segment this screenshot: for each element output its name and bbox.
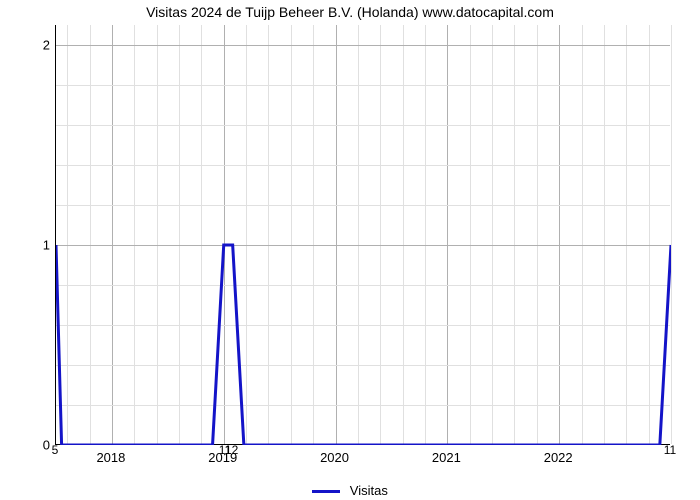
y-tick-label: 2 <box>10 38 50 53</box>
y-tick-label: 1 <box>10 238 50 253</box>
legend-label: Visitas <box>350 483 388 498</box>
data-point-label: 11 <box>664 443 676 457</box>
series-line <box>56 25 671 445</box>
x-tick-label: 2018 <box>96 450 125 465</box>
data-point-label: 12 <box>225 443 238 457</box>
data-point-label: 5 <box>52 443 59 457</box>
visits-chart: Visitas 2024 de Tuijp Beheer B.V. (Holan… <box>0 0 700 500</box>
legend: Visitas <box>0 483 700 498</box>
plot-area <box>55 25 670 445</box>
grid-v-minor <box>671 25 672 444</box>
y-tick-label: 0 <box>10 438 50 453</box>
x-tick-label: 2021 <box>432 450 461 465</box>
x-tick-label: 2022 <box>544 450 573 465</box>
x-tick-label: 2020 <box>320 450 349 465</box>
chart-title: Visitas 2024 de Tuijp Beheer B.V. (Holan… <box>0 4 700 20</box>
legend-swatch <box>312 490 340 493</box>
